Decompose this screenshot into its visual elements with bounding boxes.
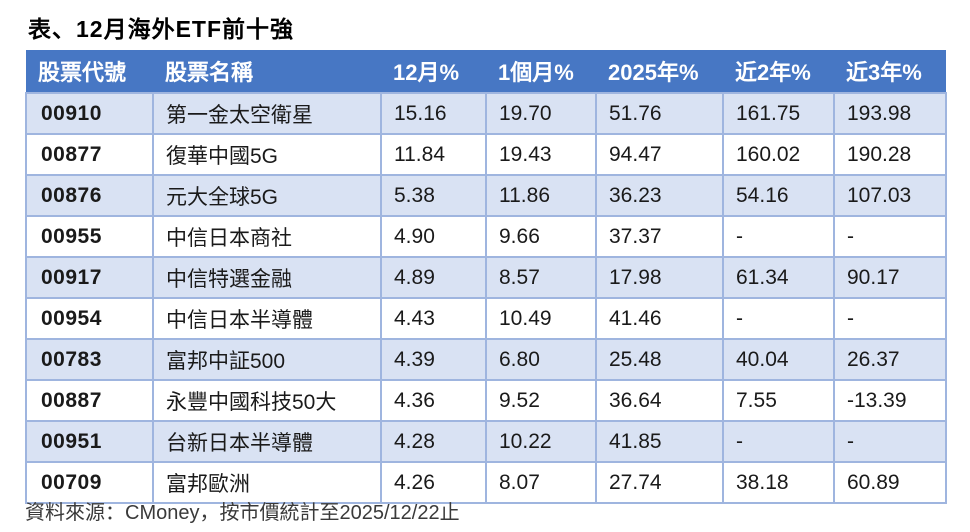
3year-pct-cell: 90.17 — [833, 256, 947, 299]
stock-name-cell: 中信日本商社 — [152, 215, 382, 258]
2025-pct-cell: 37.37 — [595, 215, 724, 258]
2025-pct-cell: 36.64 — [595, 379, 724, 422]
2025-pct-cell: 36.23 — [595, 174, 724, 217]
col-header-3year-pct: 近3年% — [834, 50, 946, 93]
col-header-1month-pct: 1個月% — [486, 50, 596, 93]
stock-code-cell: 00917 — [25, 256, 154, 299]
table-row: 00783 富邦中証500 4.39 6.80 25.48 40.04 26.3… — [25, 338, 947, 381]
stock-code-cell: 00877 — [25, 133, 154, 176]
stock-name-cell: 第一金太空衛星 — [152, 92, 382, 135]
stock-code-cell: 00783 — [25, 338, 154, 381]
stock-name-cell: 中信日本半導體 — [152, 297, 382, 340]
stock-code-cell: 00887 — [25, 379, 154, 422]
table-row: 00951 台新日本半導體 4.28 10.22 41.85 - - — [25, 420, 947, 463]
dec-pct-cell: 15.16 — [380, 92, 487, 135]
dec-pct-cell: 4.39 — [380, 338, 487, 381]
2year-pct-cell: 54.16 — [722, 174, 835, 217]
dec-pct-cell: 4.43 — [380, 297, 487, 340]
2year-pct-cell: 7.55 — [722, 379, 835, 422]
1month-pct-cell: 10.22 — [485, 420, 597, 463]
table-row: 00917 中信特選金融 4.89 8.57 17.98 61.34 90.17 — [25, 256, 947, 299]
3year-pct-cell: 26.37 — [833, 338, 947, 381]
2year-pct-cell: - — [722, 420, 835, 463]
3year-pct-cell: - — [833, 297, 947, 340]
2year-pct-cell: 40.04 — [722, 338, 835, 381]
data-source-note: 資料來源：CMoney，按市價統計至2025/12/22止 — [25, 502, 460, 524]
2025-pct-cell: 25.48 — [595, 338, 724, 381]
stock-name-cell: 永豐中國科技50大 — [152, 379, 382, 422]
dec-pct-cell: 11.84 — [380, 133, 487, 176]
dec-pct-cell: 4.89 — [380, 256, 487, 299]
2025-pct-cell: 94.47 — [595, 133, 724, 176]
table-header-row: 股票代號 股票名稱 12月% 1個月% 2025年% 近2年% 近3年% — [26, 50, 946, 93]
stock-code-cell: 00876 — [25, 174, 154, 217]
table-row: 00910 第一金太空衛星 15.16 19.70 51.76 161.75 1… — [25, 92, 947, 135]
2year-pct-cell: 160.02 — [722, 133, 835, 176]
1month-pct-cell: 10.49 — [485, 297, 597, 340]
stock-code-cell: 00955 — [25, 215, 154, 258]
dec-pct-cell: 4.28 — [380, 420, 487, 463]
2year-pct-cell: 161.75 — [722, 92, 835, 135]
1month-pct-cell: 6.80 — [485, 338, 597, 381]
stock-name-cell: 復華中國5G — [152, 133, 382, 176]
2025-pct-cell: 41.85 — [595, 420, 724, 463]
1month-pct-cell: 8.57 — [485, 256, 597, 299]
1month-pct-cell: 19.70 — [485, 92, 597, 135]
3year-pct-cell: - — [833, 420, 947, 463]
dec-pct-cell: 4.36 — [380, 379, 487, 422]
3year-pct-cell: -13.39 — [833, 379, 947, 422]
2year-pct-cell: 38.18 — [722, 461, 835, 504]
3year-pct-cell: 60.89 — [833, 461, 947, 504]
stock-name-cell: 台新日本半導體 — [152, 420, 382, 463]
table-row: 00954 中信日本半導體 4.43 10.49 41.46 - - — [25, 297, 947, 340]
2025-pct-cell: 41.46 — [595, 297, 724, 340]
1month-pct-cell: 11.86 — [485, 174, 597, 217]
col-header-stock-name: 股票名稱 — [153, 50, 381, 93]
table-row: 00955 中信日本商社 4.90 9.66 37.37 - - — [25, 215, 947, 258]
dec-pct-cell: 5.38 — [380, 174, 487, 217]
2year-pct-cell: - — [722, 297, 835, 340]
2025-pct-cell: 27.74 — [595, 461, 724, 504]
1month-pct-cell: 9.52 — [485, 379, 597, 422]
stock-code-cell: 00709 — [25, 461, 154, 504]
stock-name-cell: 中信特選金融 — [152, 256, 382, 299]
col-header-2025-pct: 2025年% — [596, 50, 723, 93]
1month-pct-cell: 9.66 — [485, 215, 597, 258]
col-header-2year-pct: 近2年% — [723, 50, 834, 93]
2year-pct-cell: - — [722, 215, 835, 258]
etf-table: 股票代號 股票名稱 12月% 1個月% 2025年% 近2年% 近3年% 009… — [25, 50, 947, 504]
1month-pct-cell: 19.43 — [485, 133, 597, 176]
table-row: 00877 復華中國5G 11.84 19.43 94.47 160.02 19… — [25, 133, 947, 176]
stock-name-cell: 富邦中証500 — [152, 338, 382, 381]
2year-pct-cell: 61.34 — [722, 256, 835, 299]
3year-pct-cell: 193.98 — [833, 92, 947, 135]
2025-pct-cell: 51.76 — [595, 92, 724, 135]
table-row: 00709 富邦歐洲 4.26 8.07 27.74 38.18 60.89 — [25, 461, 947, 504]
2025-pct-cell: 17.98 — [595, 256, 724, 299]
table-row: 00887 永豐中國科技50大 4.36 9.52 36.64 7.55 -13… — [25, 379, 947, 422]
1month-pct-cell: 8.07 — [485, 461, 597, 504]
stock-code-cell: 00951 — [25, 420, 154, 463]
3year-pct-cell: 107.03 — [833, 174, 947, 217]
stock-code-cell: 00954 — [25, 297, 154, 340]
3year-pct-cell: 190.28 — [833, 133, 947, 176]
dec-pct-cell: 4.26 — [380, 461, 487, 504]
col-header-dec-pct: 12月% — [381, 50, 486, 93]
stock-code-cell: 00910 — [25, 92, 154, 135]
stock-name-cell: 元大全球5G — [152, 174, 382, 217]
3year-pct-cell: - — [833, 215, 947, 258]
stock-name-cell: 富邦歐洲 — [152, 461, 382, 504]
col-header-stock-code: 股票代號 — [26, 50, 153, 93]
dec-pct-cell: 4.90 — [380, 215, 487, 258]
page-title: 表、12月海外ETF前十強 — [28, 16, 295, 42]
table-row: 00876 元大全球5G 5.38 11.86 36.23 54.16 107.… — [25, 174, 947, 217]
